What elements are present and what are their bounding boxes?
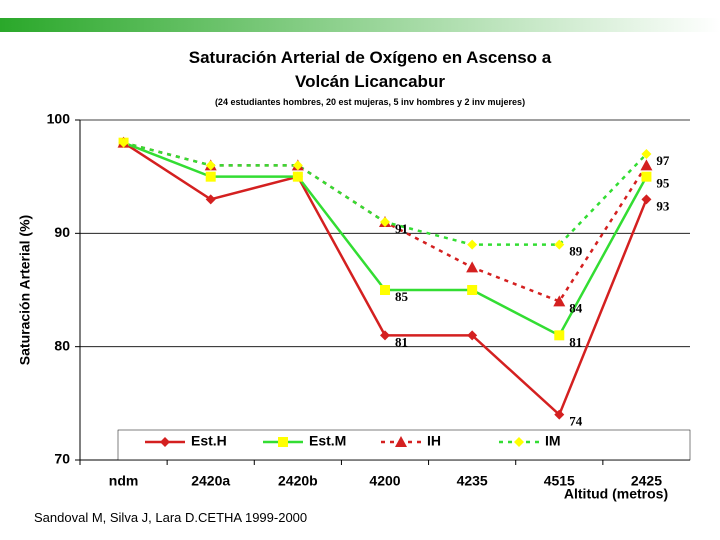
y-tick-label: 80	[54, 337, 70, 353]
legend-marker	[514, 437, 524, 447]
source-note: Sandoval M, Silva J, Lara D.CETHA 1999-2…	[34, 510, 308, 525]
data-point	[554, 409, 565, 420]
series-line	[123, 141, 648, 338]
data-label: 91	[395, 221, 408, 236]
data-point	[380, 217, 390, 227]
data-point	[205, 194, 216, 205]
data-point	[640, 159, 653, 171]
y-tick-label: 90	[54, 224, 70, 240]
legend-marker	[278, 437, 288, 447]
data-point	[205, 171, 216, 182]
x-tick-label: 2425	[631, 473, 662, 489]
data-point	[641, 194, 652, 205]
data-point	[467, 285, 478, 295]
legend-label: Est.M	[309, 433, 346, 449]
data-point	[554, 239, 565, 250]
x-tick-label: 4200	[369, 473, 400, 489]
legend-marker	[160, 437, 170, 447]
chart-title: Saturación Arterial de Oxígeno en Ascens…	[188, 48, 552, 91]
x-tick-label: 4235	[457, 473, 488, 489]
x-tick-label: 2420a	[191, 473, 230, 489]
data-point	[641, 149, 652, 159]
data-point	[292, 171, 303, 182]
data-point	[467, 239, 478, 250]
data-label: 97	[656, 153, 670, 168]
data-point	[205, 160, 216, 171]
y-tick-label: 100	[47, 111, 71, 127]
header-bar	[0, 18, 720, 32]
data-point	[118, 137, 129, 148]
x-axis-label: Altitud (metros)	[564, 486, 668, 502]
data-point	[466, 261, 479, 273]
y-axis-label: Saturación Arterial (%)	[17, 215, 33, 365]
data-label: 74	[569, 414, 583, 429]
data-label: 81	[395, 334, 408, 349]
data-label: 95	[656, 176, 670, 191]
chart-subtitle: (24 estudiantes hombres, 20 est mujeras,…	[214, 97, 526, 107]
data-label: 89	[569, 244, 583, 259]
data-label: 81	[569, 334, 582, 349]
legend-label: IH	[427, 433, 441, 449]
data-point	[380, 330, 390, 341]
data-point	[553, 295, 566, 307]
data-point	[467, 330, 478, 341]
legend-marker	[395, 436, 407, 447]
data-label: 85	[395, 289, 409, 304]
legend-label: IM	[545, 433, 561, 449]
data-label: 93	[656, 198, 670, 213]
data-label: 84	[569, 300, 583, 315]
data-point	[641, 171, 652, 182]
series-line	[122, 141, 648, 417]
data-point	[292, 160, 303, 171]
x-tick-label: ndm	[109, 473, 139, 489]
legend-label: Est.H	[191, 433, 227, 449]
x-tick-label: 4515	[544, 473, 575, 489]
data-point	[380, 285, 390, 295]
x-tick-label: 2420b	[278, 473, 318, 489]
data-point	[554, 330, 565, 341]
y-tick-label: 70	[54, 451, 70, 467]
